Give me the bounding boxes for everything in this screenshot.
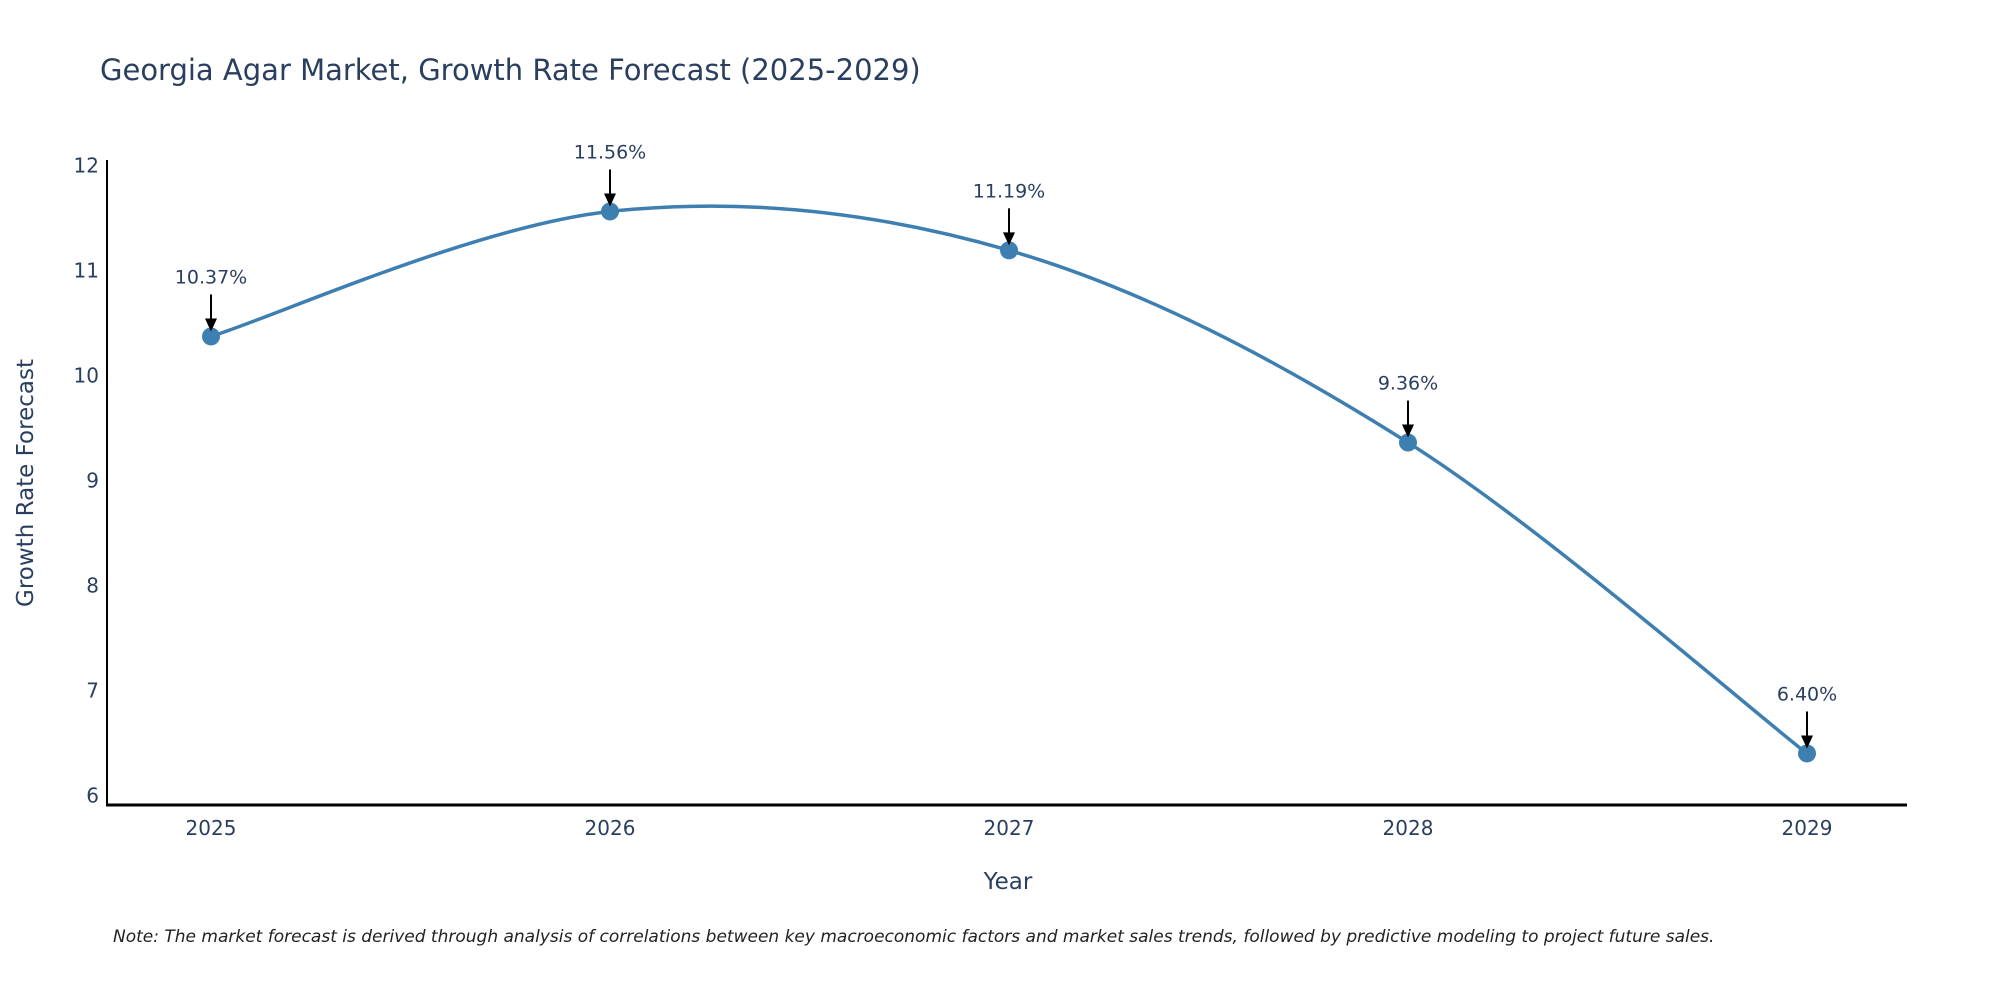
x-tick-labels: 2025 2026 2027 2028 2029	[186, 816, 1833, 840]
x-tick-label: 2025	[186, 816, 237, 840]
y-tick-labels: 6 7 8 9 10 11 12	[74, 153, 99, 807]
annotation-arrow-head	[1402, 424, 1414, 438]
data-point-marker	[1000, 241, 1018, 260]
chart-title: Georgia Agar Market, Growth Rate Forecas…	[100, 53, 921, 87]
series-line-growth-rate	[210, 204, 1809, 755]
annotation-arrow-head	[1003, 232, 1015, 246]
data-label: 11.56%	[574, 141, 646, 163]
data-label: 10.37%	[175, 266, 247, 288]
x-axis-title: Year	[983, 869, 1033, 895]
x-tick-label: 2029	[1782, 816, 1833, 840]
data-annotations: 10.37% 11.56% 11.19% 9.36% 6.40%	[175, 141, 1837, 749]
plot-area: 6 7 8 9 10 11 12 2025 2026 2027 2028 2029 10.37% 11…	[74, 141, 1907, 840]
annotation-arrow-head	[205, 318, 217, 332]
data-point-marker	[1399, 433, 1417, 452]
y-tick-label: 8	[86, 573, 99, 597]
y-tick-label: 9	[86, 468, 99, 492]
data-point-marker	[1798, 744, 1816, 763]
y-axis-title: Growth Rate Forecast	[13, 359, 39, 607]
annotation-arrow-head	[604, 193, 616, 207]
annotation-arrow-head	[1801, 735, 1813, 749]
data-label: 9.36%	[1378, 373, 1438, 395]
data-point-marker	[202, 327, 220, 346]
data-label: 6.40%	[1777, 683, 1837, 705]
y-tick-label: 10	[74, 363, 99, 387]
y-tick-label: 6	[86, 783, 99, 807]
x-tick-label: 2028	[1383, 816, 1434, 840]
x-tick-label: 2027	[984, 816, 1035, 840]
y-tick-label: 7	[86, 678, 99, 702]
data-markers	[202, 202, 1816, 763]
data-label: 11.19%	[973, 180, 1045, 202]
y-tick-label: 11	[74, 258, 99, 282]
x-tick-label: 2026	[585, 816, 636, 840]
y-tick-label: 12	[74, 153, 99, 177]
footnote: Note: The market forecast is derived thr…	[113, 927, 1714, 947]
data-point-marker	[601, 202, 619, 221]
